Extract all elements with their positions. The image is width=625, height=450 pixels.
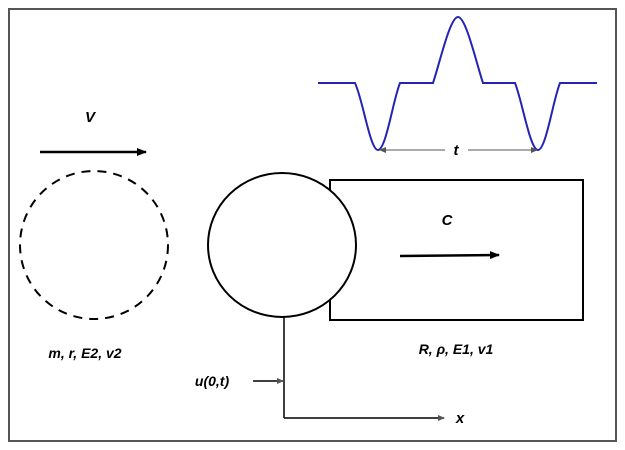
velocity-label: V [85, 109, 97, 126]
target-props-label: R, ρ, E1, v1 [419, 341, 494, 357]
contact-sphere [207, 172, 357, 318]
pulse-duration-label: t [454, 142, 460, 159]
projectile-circle [19, 170, 169, 320]
pulse-waveform [318, 15, 597, 152]
wave-arrow-icon [399, 251, 500, 260]
displacement-label: u(0,t) [195, 373, 230, 389]
x-axis-label: x [455, 410, 465, 427]
projectile-props-label: m, r, E2, v2 [48, 345, 121, 361]
target-rod [329, 179, 584, 321]
wave-speed-label: C [442, 212, 454, 229]
